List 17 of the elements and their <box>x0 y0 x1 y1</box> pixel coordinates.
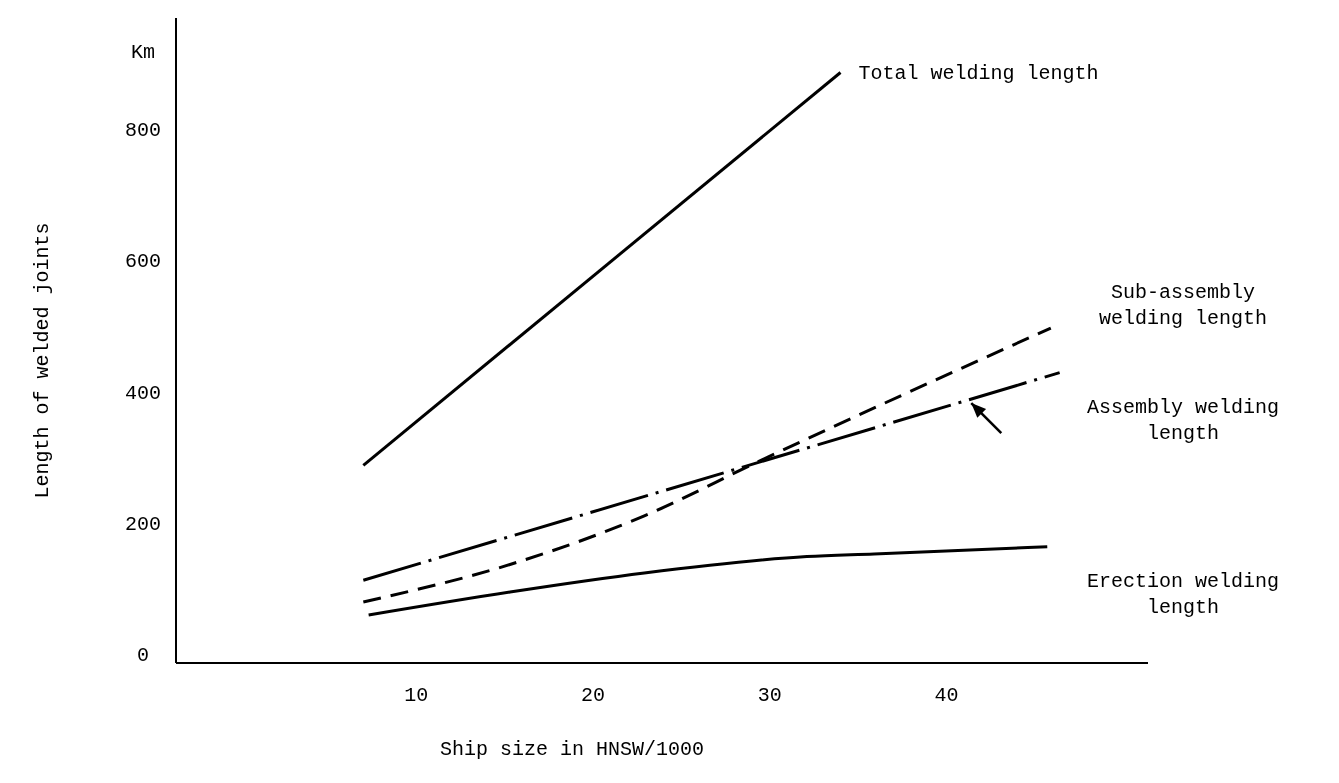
y-axis-title: Length of welded joints <box>31 222 54 499</box>
x-axis-title: Ship size in HNSW/1000 <box>439 738 705 761</box>
text: Km <box>130 41 156 64</box>
x-tick-label: 30 <box>757 684 782 707</box>
x-tick-label: 40 <box>934 684 959 707</box>
x-tick-label: 10 <box>404 684 429 707</box>
line-series <box>367 545 1049 617</box>
y-tick-label: 0 <box>136 644 150 668</box>
y-tick-label: 200 <box>124 513 162 537</box>
text: Erection welding length <box>1086 569 1280 619</box>
series-label: Total welding length <box>858 61 1099 85</box>
series-label: Assembly welding length <box>1086 395 1280 445</box>
y-tick-label: 600 <box>124 250 162 274</box>
x-tick-label: 20 <box>581 684 606 707</box>
text: Sub-assembly welding length <box>1098 281 1268 331</box>
y-tick-label: 800 <box>124 119 162 142</box>
y-tick-label: 400 <box>124 381 162 405</box>
